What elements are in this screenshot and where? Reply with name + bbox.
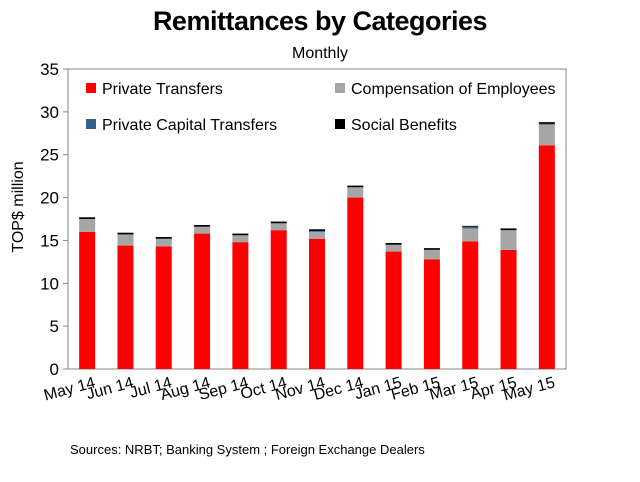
bars-layer	[79, 122, 555, 369]
bar-segment-compensation-of-employees	[79, 219, 96, 232]
bar-segment-private-transfers	[79, 231, 96, 369]
bar-segment-compensation-of-employees	[462, 228, 479, 242]
bar-segment-social-benefits	[423, 248, 440, 250]
y-tick-label: 35	[40, 60, 59, 79]
bar-segment-private-capital-transfers	[309, 231, 325, 232]
y-axis-label: TOP$ million	[10, 161, 27, 252]
chart-title: Remittances by Categories	[152, 6, 488, 36]
bar-segment-social-benefits	[309, 229, 325, 231]
bar-segment-private-transfers	[462, 241, 479, 369]
bar-segment-compensation-of-employees	[194, 226, 211, 234]
bar-segment-social-benefits	[79, 217, 96, 219]
bar-segment-private-transfers	[232, 242, 249, 369]
bar-segment-compensation-of-employees	[155, 238, 172, 247]
y-tick-label: 15	[40, 231, 59, 250]
bar-segment-private-transfers	[309, 238, 325, 369]
bar-segment-private-capital-transfers	[538, 123, 555, 125]
legend-label-social-benefits: Social Benefits	[351, 117, 457, 134]
legend: Private Transfers Compensation of Employe…	[86, 81, 556, 134]
bar-segment-compensation-of-employees	[117, 234, 134, 246]
bar-segment-private-transfers	[270, 230, 287, 369]
y-tick-label: 30	[40, 103, 59, 122]
y-tick-label: 10	[40, 274, 59, 293]
bar-segment-social-benefits	[538, 122, 555, 124]
legend-swatch-private-capital-transfers	[86, 119, 96, 129]
y-tick-label: 0	[50, 360, 59, 379]
bar-segment-private-transfers	[500, 249, 517, 369]
bar-segment-private-transfers	[423, 259, 440, 369]
legend-label-private-transfers: Private Transfers	[102, 81, 223, 98]
bar-segment-private-transfers	[194, 233, 211, 369]
bar-segment-private-capital-transfers	[462, 226, 479, 229]
legend-swatch-compensation-of-employees	[335, 83, 345, 93]
bar-segment-social-benefits	[500, 228, 517, 231]
legend-swatch-private-transfers	[86, 83, 96, 93]
bar-segment-private-transfers	[347, 197, 364, 369]
bar-segment-compensation-of-employees	[309, 231, 325, 239]
source-note: Sources: NRBT; Banking System ; Foreign …	[70, 442, 425, 457]
bar-segment-compensation-of-employees	[385, 244, 402, 252]
bar-segment-social-benefits	[347, 185, 364, 188]
bar-segment-compensation-of-employees	[232, 235, 249, 243]
bar-segment-social-benefits	[155, 237, 172, 239]
y-axis: 0 5 10 15 20 25 30 35	[40, 60, 68, 379]
bar-segment-compensation-of-employees	[423, 249, 440, 260]
legend-label-compensation-of-employees: Compensation of Employees	[351, 81, 556, 98]
bar-segment-social-benefits	[232, 233, 249, 236]
chart-subtitle: Monthly	[291, 45, 349, 62]
bar-segment-social-benefits	[117, 232, 134, 235]
legend-swatch-social-benefits	[335, 119, 345, 129]
bar-segment-private-transfers	[538, 145, 555, 369]
bar-segment-private-transfers	[155, 246, 172, 369]
bar-segment-compensation-of-employees	[538, 124, 555, 146]
bar-segment-social-benefits	[270, 221, 287, 224]
bar-segment-private-transfers	[385, 251, 402, 369]
bar-segment-social-benefits	[385, 243, 402, 245]
bar-segment-private-transfers	[117, 245, 134, 369]
bar-segment-social-benefits	[194, 225, 211, 227]
bar-segment-social-benefits	[462, 225, 479, 227]
y-tick-label: 25	[40, 146, 59, 165]
legend-label-private-capital-transfers: Private Capital Transfers	[102, 117, 277, 134]
bar-segment-compensation-of-employees	[347, 187, 364, 198]
bar-segment-compensation-of-employees	[500, 230, 517, 250]
y-tick-label: 5	[50, 317, 59, 336]
y-tick-label: 20	[40, 189, 59, 208]
bar-segment-compensation-of-employees	[270, 223, 287, 231]
